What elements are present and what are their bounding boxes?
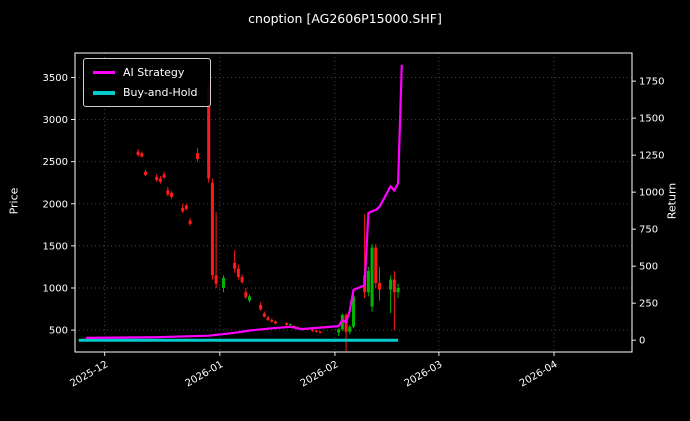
y-axis-label-price: Price	[7, 187, 21, 215]
legend-label-buy-and-hold: Buy-and-Hold	[123, 86, 198, 99]
y-tick-label-right: 1000	[639, 188, 664, 199]
legend-item-buy-and-hold: Buy-and-Hold	[93, 86, 198, 99]
candlestick-body	[233, 262, 237, 269]
candlestick-body	[136, 151, 140, 155]
candlestick-body	[311, 329, 315, 331]
candlestick-body	[170, 192, 174, 198]
y-tick-label-right: 750	[639, 225, 658, 236]
candlestick-body	[210, 182, 214, 276]
candlestick-body	[318, 331, 322, 333]
buy-and-hold-line-swatch	[93, 90, 115, 95]
ai-strategy-line-swatch	[93, 71, 115, 74]
candlestick-body	[366, 271, 370, 293]
candlestick-body	[207, 85, 211, 179]
candlestick-body	[270, 319, 274, 322]
candlestick-body	[248, 296, 252, 301]
legend: AI Strategy Buy-and-Hold	[83, 58, 211, 107]
candlestick-body	[162, 174, 166, 178]
y-axis-label-return: Return	[665, 182, 679, 220]
candlestick-body	[392, 279, 396, 293]
y-tick-label-right: 1250	[639, 151, 664, 162]
candlestick-body	[396, 287, 400, 293]
candlestick-body	[274, 321, 278, 324]
candlestick-body	[158, 178, 162, 182]
y-tick-label-left: 3000	[43, 115, 68, 126]
candlestick-body	[266, 317, 270, 320]
candlestick-body	[370, 247, 374, 307]
candlestick-body	[184, 205, 188, 209]
candlestick-body	[259, 304, 263, 310]
y-tick-label-right: 1500	[639, 114, 664, 125]
x-tick-label: 2026-01	[184, 359, 226, 389]
y-tick-label-left: 2000	[43, 199, 68, 210]
candlestick-body	[196, 153, 200, 160]
candlestick-body	[181, 207, 185, 212]
x-tick-label: 2026-02	[299, 359, 341, 389]
candlestick-body	[288, 324, 292, 326]
chart-title: cnoption [AG2606P15000.SHF]	[248, 11, 442, 26]
candlestick-body	[166, 190, 170, 195]
candlestick-body	[188, 220, 192, 224]
candlestick-body	[374, 247, 378, 283]
candlestick-body	[155, 176, 159, 181]
ai-strategy-line	[86, 64, 403, 339]
candlestick-body	[236, 268, 240, 278]
candlestick-body	[240, 277, 244, 283]
candlestick-body	[214, 275, 218, 284]
legend-label-ai-strategy: AI Strategy	[123, 66, 185, 79]
candlestick-body	[140, 153, 144, 157]
y-tick-label-right: 0	[639, 336, 645, 347]
y-tick-label-left: 500	[49, 326, 68, 337]
candlestick-body	[389, 279, 393, 290]
x-tick-label: 2025-12	[69, 359, 111, 389]
y-tick-label-left: 1500	[43, 241, 68, 252]
candlestick-body	[144, 171, 148, 176]
x-tick-label: 2026-04	[518, 359, 560, 389]
x-tick-label: 2026-03	[403, 359, 445, 389]
y-tick-label-left: 1000	[43, 283, 68, 294]
candlestick-body	[352, 296, 355, 327]
y-tick-label-left: 2500	[43, 157, 68, 168]
candlestick-body	[262, 313, 266, 317]
y-tick-label-right: 500	[639, 262, 658, 273]
y-tick-label-right: 250	[639, 299, 658, 310]
plot-border	[74, 52, 633, 353]
candlestick-body	[244, 292, 248, 298]
candlestick-body	[337, 329, 341, 333]
y-tick-label-left: 3500	[43, 73, 68, 84]
candlestick-body	[285, 323, 289, 326]
candlestick-body	[377, 282, 381, 290]
candlestick-body	[222, 277, 226, 288]
y-tick-label-right: 1750	[639, 77, 664, 88]
candlestick-body	[314, 330, 318, 332]
legend-item-ai-strategy: AI Strategy	[93, 66, 198, 79]
candlestick-body	[348, 326, 352, 332]
